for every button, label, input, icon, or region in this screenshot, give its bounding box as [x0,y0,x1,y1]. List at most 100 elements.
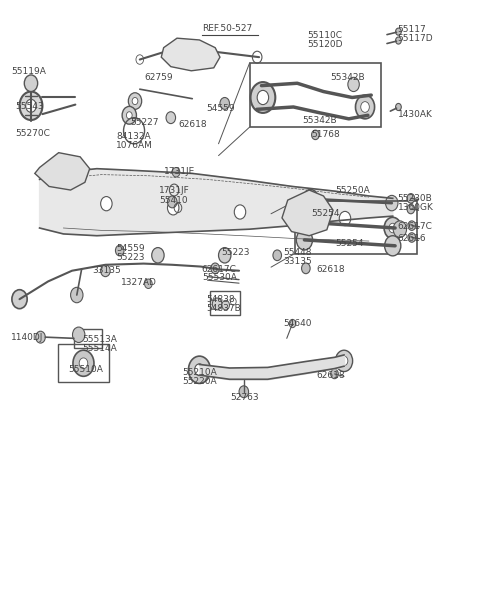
Circle shape [211,263,219,274]
Circle shape [389,224,396,233]
Text: 1731JF: 1731JF [159,185,190,194]
Polygon shape [35,153,90,190]
Circle shape [71,287,83,303]
Text: 55117D: 55117D [397,34,433,44]
Text: 55448: 55448 [283,249,312,257]
Circle shape [152,247,164,263]
Circle shape [356,95,374,119]
Circle shape [116,245,124,256]
Circle shape [122,107,136,124]
Text: 54640: 54640 [283,319,312,328]
Circle shape [36,331,45,343]
Text: 62759: 62759 [144,73,173,82]
Text: 55210A: 55210A [183,368,217,377]
Circle shape [336,350,353,371]
Text: 84132A: 84132A [116,132,151,141]
Circle shape [189,356,210,383]
Circle shape [168,201,179,215]
Text: 55513A: 55513A [83,335,118,344]
Text: 55223: 55223 [221,249,250,257]
Bar [58,344,109,382]
Circle shape [296,230,312,250]
Text: 52763: 52763 [230,393,259,402]
Text: 33135: 33135 [283,257,312,266]
Circle shape [101,197,112,211]
Circle shape [222,300,229,310]
Bar [295,201,417,253]
Text: 55342B: 55342B [331,73,365,82]
Text: 55530A: 55530A [202,274,237,283]
Text: 55120D: 55120D [307,40,342,49]
Circle shape [20,92,42,120]
Circle shape [257,91,269,105]
Circle shape [24,75,37,92]
Text: 1076AM: 1076AM [116,141,153,150]
Text: 1430AK: 1430AK [397,110,432,119]
Circle shape [393,221,407,237]
Circle shape [407,194,415,203]
Circle shape [300,217,309,228]
Circle shape [407,204,415,214]
Circle shape [339,212,351,226]
Circle shape [396,28,401,35]
Circle shape [172,167,180,177]
Text: 55119A: 55119A [11,67,46,76]
Circle shape [26,100,36,112]
Polygon shape [161,38,220,71]
Text: 62617C: 62617C [397,222,432,231]
Text: 55514A: 55514A [83,344,117,353]
Text: 55342B: 55342B [302,116,336,125]
Circle shape [297,204,314,226]
Text: 55543: 55543 [16,103,44,111]
Text: 55220A: 55220A [183,377,217,386]
Circle shape [289,319,296,328]
Circle shape [12,290,27,309]
Circle shape [273,250,281,260]
Text: 54838: 54838 [206,294,235,304]
Circle shape [168,196,177,208]
Circle shape [251,82,276,113]
Circle shape [331,369,338,378]
Circle shape [195,364,204,375]
Text: 55117: 55117 [397,26,426,35]
Circle shape [52,162,70,183]
Text: 51768: 51768 [312,131,340,139]
Circle shape [234,205,246,219]
Circle shape [396,104,401,110]
Circle shape [218,247,231,263]
Text: 62616: 62616 [397,234,426,243]
Text: 55227: 55227 [130,118,159,127]
Text: 55254: 55254 [312,209,340,218]
Circle shape [348,77,360,92]
Circle shape [63,157,73,169]
Circle shape [101,265,110,277]
Circle shape [296,209,308,224]
Text: 62617C: 62617C [202,265,237,274]
Circle shape [408,221,416,231]
Text: 55410: 55410 [159,195,188,204]
Bar [210,291,240,315]
Text: 55230B: 55230B [397,194,432,203]
Circle shape [408,233,416,242]
Circle shape [126,111,132,119]
Circle shape [182,42,201,66]
Circle shape [230,298,236,305]
Text: 55110C: 55110C [307,32,342,41]
Text: 55254: 55254 [336,239,364,248]
Circle shape [212,298,222,310]
Circle shape [144,279,152,288]
Circle shape [220,98,229,109]
Text: 62618: 62618 [178,120,206,129]
Text: 55510A: 55510A [68,365,103,374]
Circle shape [239,386,249,398]
Text: REF.50-527: REF.50-527 [202,24,252,33]
Text: 1731JE: 1731JE [164,166,195,176]
Circle shape [303,190,318,209]
Circle shape [301,263,310,274]
Text: 62618: 62618 [316,371,345,380]
Text: 62618: 62618 [316,265,345,274]
Bar [250,63,381,127]
Circle shape [73,350,94,376]
Circle shape [312,130,319,139]
Bar [74,329,102,349]
